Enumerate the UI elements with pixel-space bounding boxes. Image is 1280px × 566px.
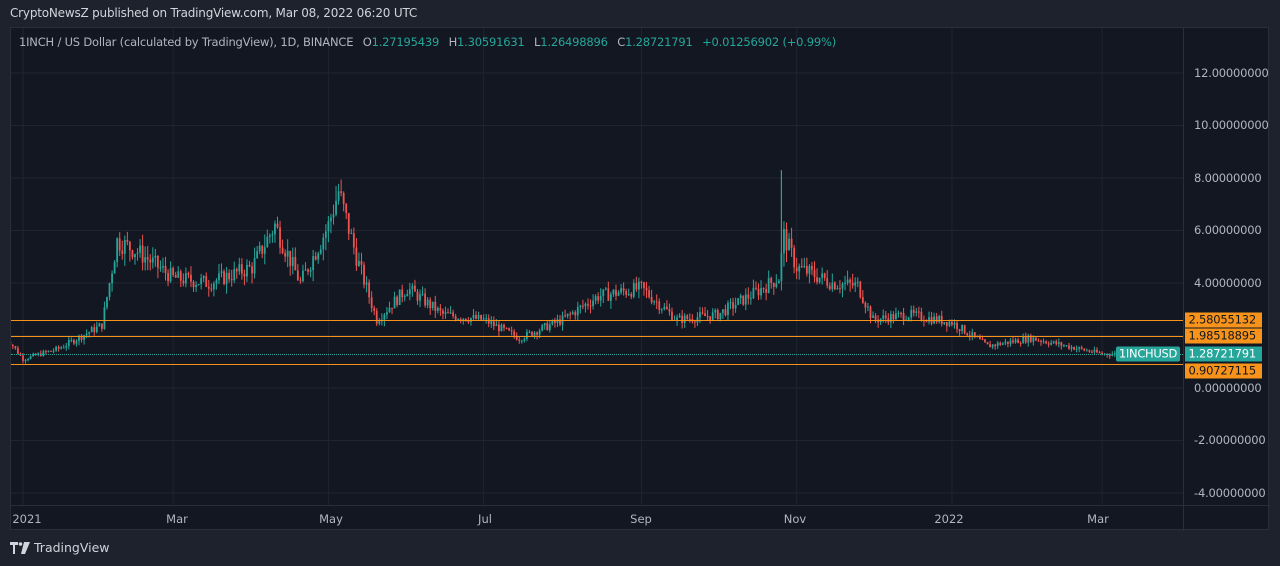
current-price-tag: 1.28721791 — [1185, 346, 1262, 362]
y-tick: 0.00000000 — [1194, 381, 1262, 395]
current-price-line — [11, 354, 1183, 355]
plot-area[interactable]: 1INCHUSD 1INCH / US Dollar (calculated b… — [11, 28, 1183, 505]
change-value: +0.01256902 (+0.99%) — [702, 35, 837, 49]
publish-info: CryptoNewsZ published on TradingView.com… — [10, 6, 418, 20]
symbol-description[interactable]: 1INCH / US Dollar (calculated by Trading… — [19, 35, 354, 49]
open-label: O — [362, 35, 372, 49]
x-tick: Nov — [783, 512, 807, 526]
level-line-1-98[interactable] — [11, 336, 1183, 337]
x-tick: Jul — [478, 512, 492, 526]
low-value: 1.26498896 — [540, 35, 608, 49]
x-tick: Mar — [166, 512, 188, 526]
price-axis[interactable]: 12.00000000 10.00000000 8.00000000 6.000… — [1183, 28, 1270, 505]
level-line-0-91[interactable] — [11, 364, 1183, 365]
level-line-2-58[interactable] — [11, 320, 1183, 321]
level-tag-2-58: 2.58055132 — [1185, 312, 1262, 328]
close-label: C — [617, 35, 626, 49]
axis-corner — [1183, 505, 1270, 531]
high-label: H — [448, 35, 458, 49]
tradingview-logo-icon — [10, 541, 30, 554]
footer: TradingView — [10, 540, 110, 555]
open-value: 1.27195439 — [371, 35, 440, 49]
y-tick: 4.00000000 — [1194, 276, 1262, 290]
symbol-tag: 1INCHUSD — [1116, 346, 1180, 362]
y-tick: 10.00000000 — [1194, 118, 1269, 132]
x-tick: 2021 — [12, 512, 42, 526]
low-label: L — [534, 35, 541, 49]
y-tick: -2.00000000 — [1194, 433, 1266, 447]
x-tick: Mar — [1087, 512, 1109, 526]
level-tag-1-98: 1.98518895 — [1185, 328, 1262, 344]
time-axis[interactable]: 2021 Mar May Jul Sep Nov 2022 Mar — [11, 505, 1183, 531]
x-tick: Sep — [630, 512, 652, 526]
candlestick-chart — [11, 28, 1183, 505]
close-value: 1.28721791 — [625, 35, 693, 49]
x-tick: May — [319, 512, 343, 526]
brand-name: TradingView — [34, 540, 110, 555]
legend: 1INCH / US Dollar (calculated by Trading… — [19, 35, 836, 49]
y-tick: 6.00000000 — [1194, 223, 1262, 237]
chart-frame: 1INCHUSD 1INCH / US Dollar (calculated b… — [10, 27, 1270, 531]
high-value: 1.30591631 — [457, 35, 525, 49]
y-tick: 8.00000000 — [1194, 171, 1262, 185]
level-tag-0-91: 0.90727115 — [1185, 363, 1262, 379]
x-tick: 2022 — [934, 512, 964, 526]
y-tick: -4.00000000 — [1194, 486, 1266, 500]
y-tick: 12.00000000 — [1194, 66, 1269, 80]
